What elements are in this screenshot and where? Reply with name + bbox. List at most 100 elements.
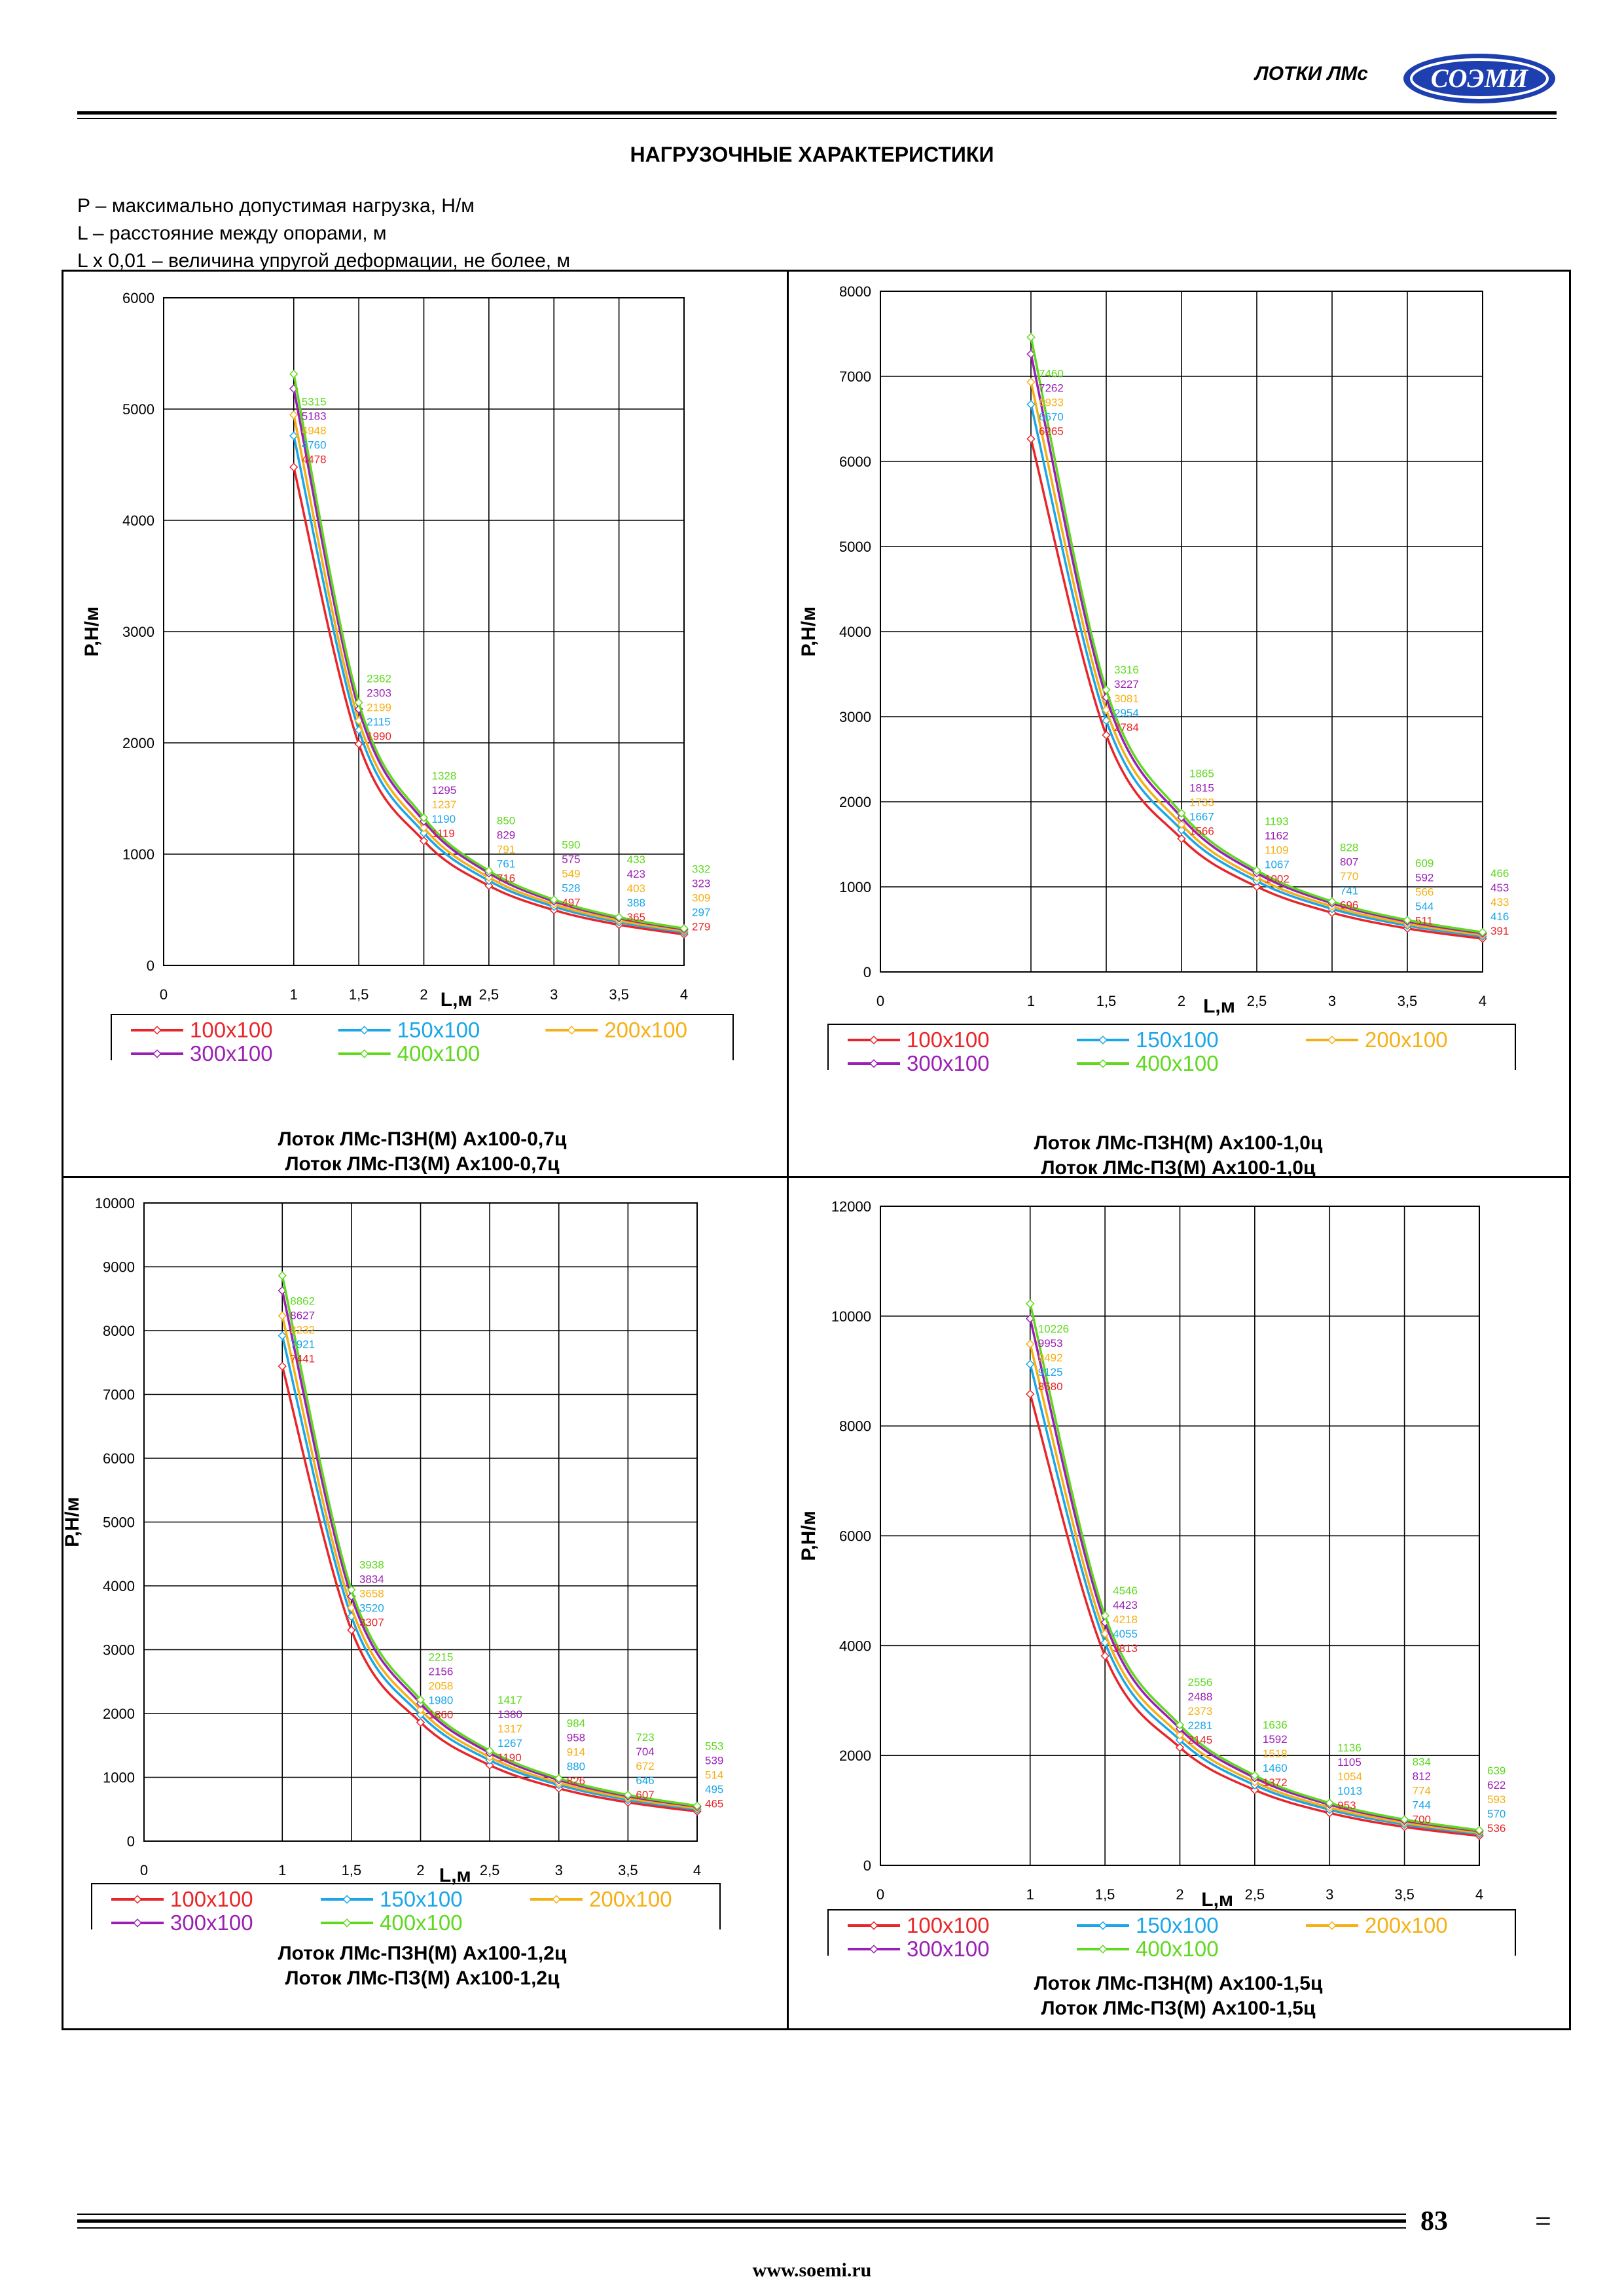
legend-line-p: P – максимально допустимая нагрузка, Н/м [77, 195, 475, 217]
data-point-400x100 [1325, 1798, 1334, 1808]
data-label-150x100: 880 [567, 1760, 585, 1772]
data-label-150x100: 1980 [429, 1695, 454, 1707]
data-point-400x100 [1102, 685, 1111, 694]
x-tick-label: 0 [160, 986, 168, 1003]
data-label-300x100: 1162 [1265, 830, 1289, 842]
x-tick-label: 2,5 [1247, 993, 1267, 1009]
legend-label-300x100: 300x100 [907, 1051, 990, 1075]
legend-label-300x100: 300x100 [170, 1910, 253, 1935]
y-tick-label: 2000 [839, 794, 871, 810]
data-point-400x100 [1177, 808, 1186, 818]
x-tick-label: 2 [1178, 993, 1185, 1009]
data-label-300x100: 3227 [1114, 678, 1139, 691]
data-label-200x100: 672 [636, 1760, 654, 1772]
data-label-100x100: 1990 [367, 730, 391, 743]
series-line-150x100 [1029, 1363, 1480, 1835]
legend: 100x100 150x100 200x100 300x100 400x100 [827, 1909, 1516, 1961]
legend-marker-100x100 [869, 1921, 878, 1930]
data-label-400x100: 7460 [1039, 368, 1064, 380]
page-marker: = [1535, 2205, 1551, 2237]
legend-label-200x100: 200x100 [1365, 1028, 1448, 1052]
x-tick-label: 3 [555, 1862, 563, 1878]
series-line-100x100 [293, 467, 685, 936]
data-label-150x100: 1190 [432, 813, 456, 825]
x-tick-label: 1,5 [342, 1862, 362, 1878]
y-tick-label: 5000 [103, 1515, 135, 1531]
y-tick-label: 3000 [122, 624, 154, 640]
legend-frame [91, 1883, 721, 1929]
data-label-100x100: 3813 [1113, 1642, 1138, 1655]
data-label-100x100: 536 [1487, 1822, 1506, 1835]
data-point-400x100 [278, 1271, 287, 1280]
data-label-100x100: 953 [1337, 1799, 1356, 1812]
data-label-300x100: 704 [636, 1746, 654, 1758]
data-label-300x100: 1815 [1189, 781, 1214, 794]
data-point-100x100 [1250, 1785, 1259, 1795]
data-point-150x100 [278, 1331, 287, 1340]
caption-line-2: Лоток ЛМс-ПЗ(М) Ах100-0,7ц [285, 1153, 560, 1175]
data-label-150x100: 761 [497, 857, 515, 870]
legend-label-150x100: 150x100 [380, 1887, 463, 1911]
data-label-400x100: 466 [1490, 867, 1509, 880]
legend-line-def: L x 0,01 – величина упругой деформации, … [77, 250, 571, 272]
data-label-150x100: 4055 [1113, 1628, 1138, 1640]
legend-label-300x100: 300x100 [190, 1041, 273, 1066]
legend-marker-200x100 [552, 1895, 561, 1904]
data-label-200x100: 593 [1487, 1793, 1506, 1806]
y-tick-label: 4000 [839, 1638, 871, 1654]
x-axis-label: L,м [441, 989, 473, 1011]
data-point-200x100 [289, 410, 298, 420]
data-label-400x100: 850 [497, 814, 515, 827]
legend-line-l: L – расстояние между опорами, м [77, 223, 387, 244]
legend-marker-100x100 [869, 1035, 878, 1045]
y-tick-label: 6000 [839, 1528, 871, 1545]
chart-1-2: 0 1000 2000 3000 4000 5000 6000 7000 8000 9000 100… [62, 1195, 723, 1935]
website-url: www.soemi.ru [752, 2259, 872, 2281]
caption-line-2: Лоток ЛМс-ПЗ(М) Ах100-1,2ц [285, 1967, 560, 1989]
data-label-400x100: 1636 [1263, 1719, 1288, 1731]
data-point-100x100 [416, 1717, 425, 1727]
data-label-400x100: 1136 [1337, 1742, 1362, 1754]
plot-frame [880, 1206, 1480, 1866]
caption-line-1: Лоток ЛМс-ПЗН(М) Ах100-1,0ц [1034, 1132, 1323, 1154]
y-axis-label: P,Н/м [798, 1511, 820, 1561]
data-point-400x100 [1026, 1299, 1035, 1308]
data-label-200x100: 3081 [1114, 692, 1139, 705]
data-point-200x100 [419, 823, 429, 833]
data-label-100x100: 8580 [1038, 1380, 1063, 1393]
data-label-300x100: 453 [1490, 882, 1509, 894]
data-label-400x100: 553 [705, 1740, 723, 1753]
data-label-200x100: 1237 [432, 798, 457, 811]
legend-label-150x100: 150x100 [1136, 1028, 1219, 1052]
y-axis-label: P,Н/м [62, 1497, 83, 1547]
caption-line-1: Лоток ЛМс-ПЗН(М) Ах100-1,5ц [1034, 1973, 1323, 1994]
data-label-400x100: 590 [562, 839, 580, 852]
legend-label-100x100: 100x100 [170, 1887, 253, 1911]
series-line-150x100 [293, 435, 685, 934]
data-point-100x100 [1026, 1390, 1035, 1399]
series-line-200x100 [293, 414, 685, 933]
footer-rule-1 [77, 2214, 1406, 2215]
y-tick-label: 3000 [103, 1642, 135, 1659]
legend-label-400x100: 400x100 [397, 1041, 480, 1066]
y-tick-label: 8000 [103, 1323, 135, 1339]
data-label-150x100: 416 [1490, 910, 1509, 923]
x-axis-label: L,м [1201, 1889, 1233, 1910]
data-label-400x100: 4546 [1113, 1585, 1138, 1597]
x-tick-label: 4 [1479, 993, 1487, 1009]
data-label-300x100: 2303 [367, 687, 391, 700]
caption-line-1: Лоток ЛМс-ПЗН(М) Ах100-1,2ц [278, 1943, 567, 1964]
data-label-150x100: 2281 [1188, 1719, 1213, 1732]
x-tick-label: 0 [876, 993, 884, 1009]
data-label-200x100: 770 [1340, 870, 1358, 883]
data-point-400x100 [1475, 1825, 1484, 1835]
data-label-300x100: 622 [1487, 1779, 1506, 1791]
data-label-100x100: 4478 [302, 454, 327, 466]
data-point-200x100 [347, 1603, 356, 1613]
x-tick-label: 0 [876, 1886, 884, 1903]
page-number: 83 [1420, 2206, 1448, 2236]
data-point-200x100 [1177, 819, 1186, 829]
y-tick-label: 6000 [103, 1450, 135, 1467]
data-point-400x100 [623, 1790, 633, 1800]
data-point-400x100 [1399, 1815, 1409, 1824]
